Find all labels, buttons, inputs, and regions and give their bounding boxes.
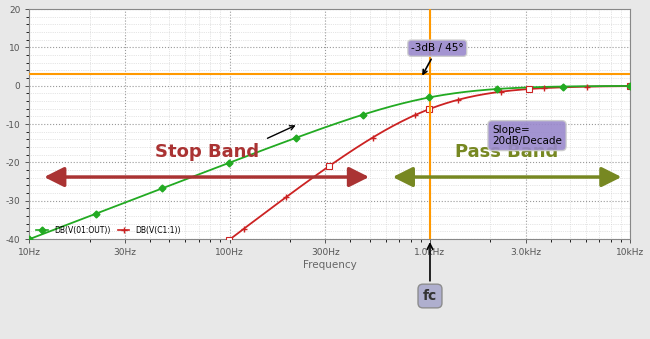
Text: Stop Band: Stop Band (155, 143, 259, 161)
Text: Slope=
20dB/Decade: Slope= 20dB/Decade (492, 125, 562, 146)
X-axis label: Frequency: Frequency (303, 260, 357, 270)
Text: fc: fc (423, 244, 437, 303)
Text: -3dB / 45°: -3dB / 45° (411, 43, 463, 74)
Text: Pass Band: Pass Band (456, 143, 559, 161)
Legend: DB(V(01:OUT)), DB(V(C1:1)): DB(V(01:OUT)), DB(V(C1:1)) (33, 222, 184, 238)
